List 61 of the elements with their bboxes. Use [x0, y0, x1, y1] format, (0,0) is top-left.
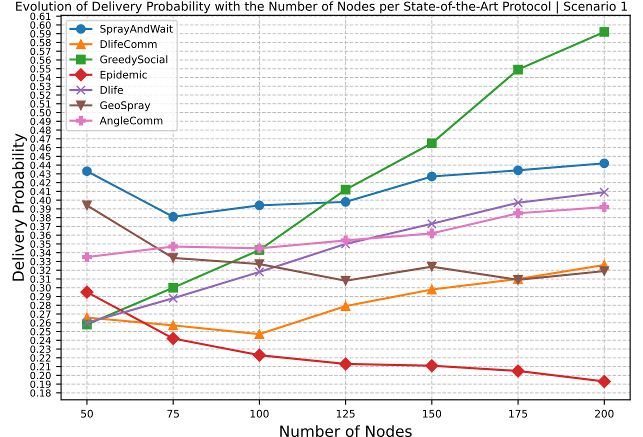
x-tick-label: 100 [250, 410, 269, 418]
y-tick-label: 0.41 [30, 188, 50, 196]
legend-label: GreedySocial [100, 55, 168, 66]
y-tick-label: 0.51 [30, 100, 50, 108]
y-tick-label: 0.33 [30, 258, 51, 266]
y-tick-label: 0.29 [30, 292, 51, 300]
x-tick-label: 200 [595, 410, 614, 418]
y-tick-label: 0.19 [30, 380, 51, 388]
legend-label: GeoSpray [100, 101, 150, 112]
legend-label: Epidemic [100, 70, 147, 81]
y-tick-label: 0.21 [30, 363, 50, 370]
y-tick-label: 0.35 [30, 240, 51, 248]
y-tick-label: 0.57 [30, 48, 51, 56]
chart-title: Evolution of Delivery Probability with the Number of Nodes per State-of-the-Art Protocol | Scenario 1 [16, 1, 627, 14]
y-tick-label: 0.20 [30, 372, 51, 380]
x-tick-label: 150 [423, 410, 442, 418]
y-tick-label: 0.28 [30, 302, 51, 310]
y-tick-label: 0.46 [30, 144, 51, 152]
y-tick-label: 0.49 [30, 118, 51, 126]
y-tick-label: 0.44 [30, 162, 51, 169]
legend-label: Dlife [100, 86, 123, 94]
y-tick-label: 0.36 [30, 232, 51, 239]
y-tick-label: 0.40 [30, 196, 51, 204]
x-tick-label: 50 [81, 410, 93, 418]
y-axis-title: Delivery Probability [12, 134, 27, 281]
y-tick-label: 0.37 [30, 222, 51, 230]
y-tick-label: 0.31 [30, 275, 50, 283]
y-tick-label: 0.34 [30, 249, 51, 257]
y-tick-label: 0.56 [30, 56, 51, 64]
y-tick-label: 0.52 [30, 91, 50, 99]
y-tick-label: 0.50 [30, 109, 51, 116]
x-tick-label: 175 [509, 410, 528, 418]
y-tick-label: 0.47 [30, 135, 51, 143]
y-tick-label: 0.39 [30, 205, 51, 213]
x-tick-label: 75 [167, 410, 179, 418]
y-tick-label: 0.42 [30, 179, 50, 186]
y-tick-label: 0.43 [30, 170, 51, 178]
y-tick-label: 0.30 [30, 284, 51, 292]
y-tick-label: 0.58 [30, 38, 51, 46]
y-tick-label: 0.22 [30, 354, 50, 362]
y-tick-label: 0.55 [30, 65, 51, 73]
legend-label: AngleComm [100, 116, 162, 126]
y-tick-label: 0.53 [30, 82, 51, 90]
y-tick-label: 0.26 [30, 319, 51, 327]
x-tick-label: 125 [336, 410, 355, 418]
y-tick-label: 0.45 [30, 152, 51, 160]
y-tick-label: 0.24 [30, 336, 51, 344]
y-tick-label: 0.61 [30, 12, 50, 20]
y-tick-label: 0.48 [30, 126, 51, 134]
y-tick-label: 0.32 [30, 266, 50, 274]
x-axis-title: Number of Nodes [280, 425, 412, 437]
y-tick-label: 0.59 [30, 30, 51, 38]
y-tick-label: 0.54 [30, 74, 51, 82]
y-tick-label: 0.60 [30, 21, 51, 29]
legend-label: SprayAndWait [100, 24, 173, 35]
legend-label: DlifeComm [100, 40, 157, 48]
y-tick-label: 0.38 [30, 214, 51, 222]
y-tick-label: 0.27 [30, 310, 51, 318]
y-tick-label: 0.25 [30, 328, 51, 336]
y-tick-label: 0.23 [30, 346, 51, 353]
y-tick-label: 0.18 [30, 389, 51, 397]
